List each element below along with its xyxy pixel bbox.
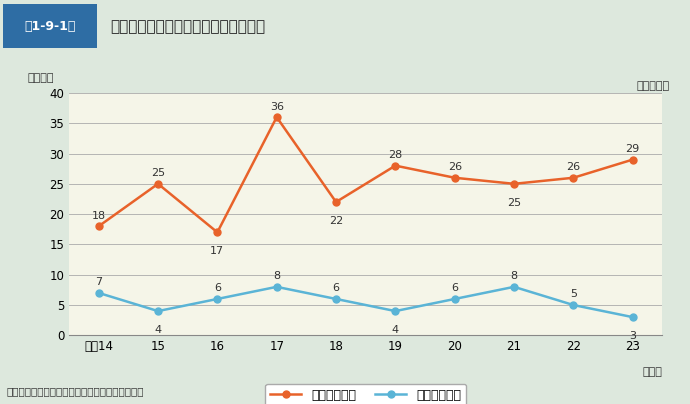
Text: 8: 8 xyxy=(273,271,280,281)
Legend: 道路トンネル, 鉄道トンネル: 道路トンネル, 鉄道トンネル xyxy=(265,384,466,404)
Text: 第1-9-1図: 第1-9-1図 xyxy=(24,20,76,33)
Text: 6: 6 xyxy=(333,283,339,293)
Text: 25: 25 xyxy=(151,168,165,178)
Text: 3: 3 xyxy=(629,331,636,341)
Text: （備考）「特殊災害対策の実態調査」により作成: （備考）「特殊災害対策の実態調査」により作成 xyxy=(7,386,144,396)
Text: 17: 17 xyxy=(210,246,224,256)
Text: 7: 7 xyxy=(95,277,102,287)
Text: トンネル内車両・施設火災件数の推移: トンネル内車両・施設火災件数の推移 xyxy=(110,19,266,34)
Text: 36: 36 xyxy=(270,101,284,112)
Text: 5: 5 xyxy=(570,289,577,299)
Bar xyxy=(3,4,97,48)
Text: 22: 22 xyxy=(329,216,343,226)
Text: 29: 29 xyxy=(626,144,640,154)
Text: 26: 26 xyxy=(448,162,462,172)
Text: 18: 18 xyxy=(92,210,106,221)
Text: 8: 8 xyxy=(511,271,518,281)
Text: 26: 26 xyxy=(566,162,580,172)
Text: 25: 25 xyxy=(507,198,521,208)
Text: 6: 6 xyxy=(451,283,458,293)
Text: （件数）: （件数） xyxy=(28,73,54,83)
Text: （各年中）: （各年中） xyxy=(636,81,669,91)
Text: 6: 6 xyxy=(214,283,221,293)
Text: （年）: （年） xyxy=(642,367,662,377)
Text: 4: 4 xyxy=(155,325,161,335)
Text: 28: 28 xyxy=(388,150,402,160)
Text: 4: 4 xyxy=(392,325,399,335)
